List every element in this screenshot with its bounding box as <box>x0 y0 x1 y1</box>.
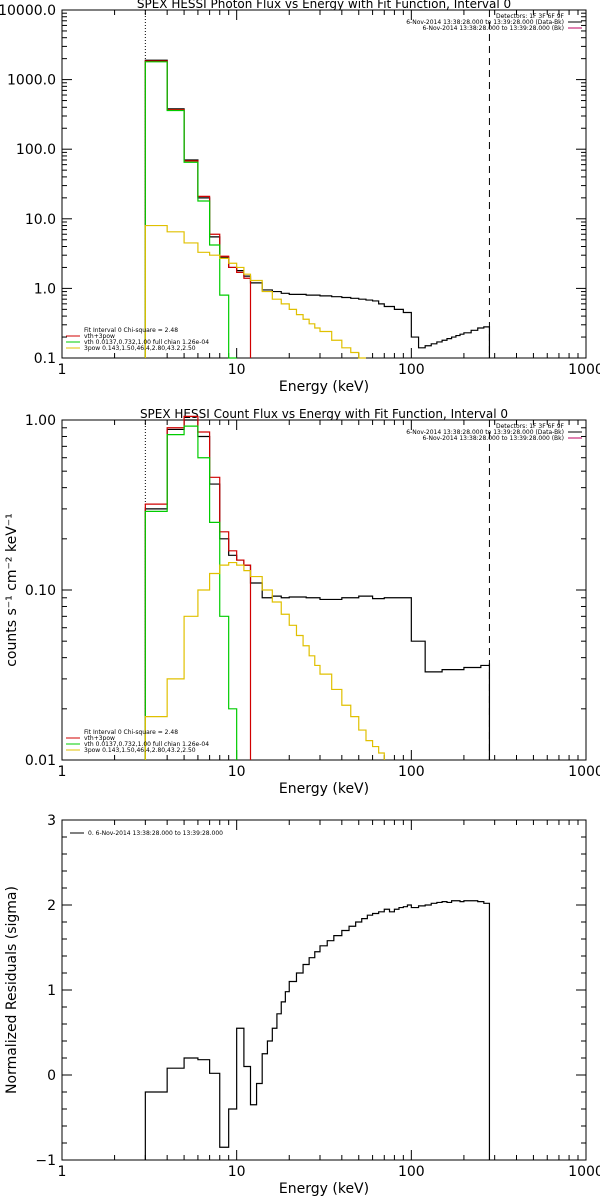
legend-top-text-0: 6-Nov-2014 13:38:28.000 to 13:39:28.000 … <box>422 25 564 32</box>
legend-top-text-1: Detectors: 1F 3F 6F 9F <box>496 423 565 430</box>
plot-frame-1 <box>61 419 587 761</box>
y-tick-label-1: 1.00 <box>25 413 56 429</box>
x-axis-label-1: Energy (keV) <box>279 781 369 797</box>
y-tick-label-2: −1 <box>35 1153 56 1169</box>
legend-top-text-0: 6-Nov-2014 13:38:28.000 to 13:39:28.000 … <box>406 19 564 26</box>
x-tick-label-1: 1 <box>58 764 67 780</box>
x-axis-label-0: Energy (keV) <box>279 379 369 395</box>
y-tick-label-0: 10.0 <box>25 212 56 228</box>
y-tick-label-2: 1 <box>47 983 56 999</box>
legend-bottom-text-0: vth 0.0137,0.732,1.00 full chian 1.26e-0… <box>84 339 209 346</box>
y-tick-label-0: 0.1 <box>34 351 56 367</box>
x-tick-label-0: 10 <box>228 362 246 378</box>
legend-text-2: 0. 6-Nov-2014 13:38:28.000 to 13:39:28.0… <box>88 830 223 837</box>
legend-top-text-0: Detectors: 1F 3F 6F 9F <box>496 13 565 20</box>
series-vth-1 <box>144 425 238 760</box>
series-data-bk-0 <box>144 59 491 358</box>
chart-title-0: SPEX HESSI Photon Flux vs Energy with Fi… <box>137 0 511 11</box>
x-tick-label-1: 10 <box>228 764 246 780</box>
x-tick-label-0: 1000 <box>568 362 600 378</box>
series-data-bk-1 <box>144 419 491 760</box>
x-axis-label-2: Energy (keV) <box>279 1181 369 1197</box>
y-tick-label-1: 0.01 <box>25 753 56 769</box>
y-tick-label-2: 3 <box>47 813 56 829</box>
series-3pow-1 <box>144 561 385 760</box>
y-tick-label-1: 0.10 <box>25 583 56 599</box>
legend-top-text-1: 6-Nov-2014 13:38:28.000 to 13:39:28.000 … <box>406 429 564 436</box>
x-tick-label-2: 1 <box>58 1164 67 1180</box>
y-axis-label-2: Normalized Residuals (sigma) <box>4 886 20 1094</box>
legend-bottom-text-1: vth+3pow <box>84 735 115 742</box>
y-tick-label-0: 1000.0 <box>7 73 56 89</box>
series-vth-3pow-0 <box>144 60 252 358</box>
y-tick-label-0: 100.0 <box>16 142 56 158</box>
y-tick-label-0: 1.0 <box>34 281 56 297</box>
x-tick-label-2: 100 <box>398 1164 425 1180</box>
series-3pow-0 <box>144 224 366 359</box>
y-tick-label-0: 10000.0 <box>0 3 56 19</box>
x-tick-label-0: 100 <box>398 362 425 378</box>
legend-bottom-text-0: 3pow 0.143,1.50,46.4,2.80,43.2,2.50 <box>84 345 196 352</box>
y-tick-label-2: 2 <box>47 898 56 914</box>
series-vth-3pow-1 <box>144 415 252 760</box>
x-tick-label-1: 100 <box>398 764 425 780</box>
legend-bottom-text-0: Fit Interval 0 Chi-square = 2.48 <box>84 327 178 334</box>
plot-frame-0 <box>61 9 587 359</box>
legend-bottom-text-1: Fit Interval 0 Chi-square = 2.48 <box>84 729 178 736</box>
legend-bottom-text-1: 3pow 0.143,1.50,46.4,2.80,43.2,2.50 <box>84 747 196 754</box>
series-vth-0 <box>144 61 237 359</box>
x-tick-label-1: 1000 <box>568 764 600 780</box>
plot-frame-2 <box>61 819 587 1161</box>
legend-top-text-1: 6-Nov-2014 13:38:28.000 to 13:39:28.000 … <box>422 435 564 442</box>
series-0--2 <box>144 900 491 1160</box>
legend-bottom-text-1: vth 0.0137,0.732,1.00 full chian 1.26e-0… <box>84 741 209 748</box>
x-tick-label-2: 10 <box>228 1164 246 1180</box>
x-tick-label-0: 1 <box>58 362 67 378</box>
y-tick-label-2: 0 <box>47 1068 56 1084</box>
x-tick-label-2: 1000 <box>568 1164 600 1180</box>
y-axis-label-1: counts s⁻¹ cm⁻² keV⁻¹ <box>4 513 20 667</box>
legend-bottom-text-0: vth+3pow <box>84 333 115 340</box>
chart-title-1: SPEX HESSI Count Flux vs Energy with Fit… <box>140 407 508 421</box>
